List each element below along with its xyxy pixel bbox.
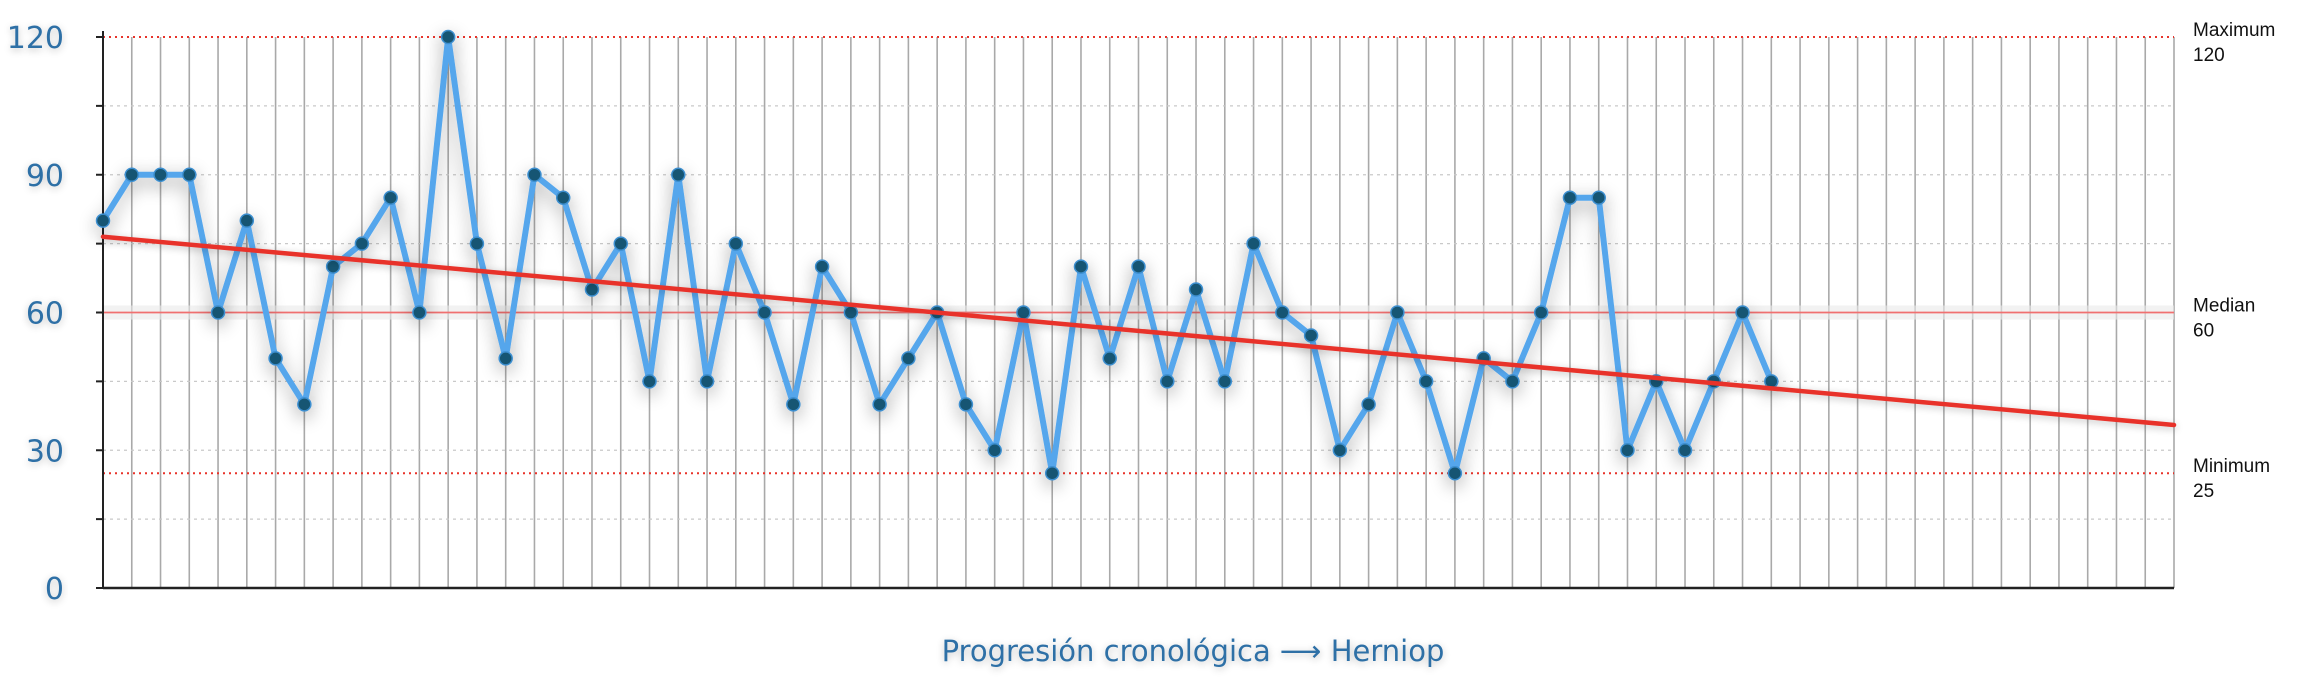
data-point (1361, 397, 1376, 412)
y-tick-label: 60 (26, 297, 64, 332)
data-point (498, 351, 513, 366)
reference-value: 25 (2193, 481, 2214, 502)
data-point (153, 167, 168, 182)
y-tick-label: 90 (26, 159, 64, 194)
data-point (613, 236, 628, 251)
data-point (383, 190, 398, 205)
reference-label: Maximum (2193, 20, 2275, 41)
data-point (584, 282, 600, 297)
data-point (182, 167, 197, 182)
data-point (1620, 443, 1635, 458)
data-point (1044, 465, 1060, 481)
data-point (210, 305, 226, 320)
data-point (1591, 190, 1606, 205)
data-point (843, 305, 859, 320)
data-point (987, 443, 1002, 458)
data-point (786, 397, 801, 412)
data-point (1447, 465, 1463, 481)
reference-lines (103, 36, 2174, 475)
x-axis-label: Progresión cronológica ⟶ Herniop (942, 634, 1445, 668)
data-point (1102, 351, 1117, 366)
data-point (1533, 305, 1549, 320)
data-point (325, 259, 341, 274)
series-layer (95, 29, 1779, 481)
data-point (642, 374, 657, 389)
data-point (124, 167, 140, 182)
data-point (555, 190, 571, 205)
reference-label: Median (2193, 296, 2255, 317)
data-point (1303, 328, 1319, 343)
data-point (1016, 305, 1031, 320)
reference-label: Minimum (2193, 456, 2270, 477)
reference-value: 60 (2193, 321, 2214, 342)
data-point (297, 397, 312, 412)
data-point (958, 397, 974, 412)
data-point (1562, 190, 1578, 205)
axes (96, 31, 2174, 590)
data-point (1332, 443, 1348, 458)
data-point (872, 397, 887, 412)
data-point (1131, 259, 1146, 274)
y-tick-label: 0 (45, 572, 64, 607)
reference-value: 120 (2193, 45, 2225, 66)
data-point (1188, 282, 1204, 297)
data-point (671, 167, 686, 182)
data-point (1275, 305, 1290, 320)
y-tick-label: 30 (26, 434, 64, 469)
y-tick-label: 120 (7, 21, 64, 56)
data-point (901, 351, 916, 366)
data-point (412, 305, 427, 320)
data-point (699, 374, 715, 389)
trend-layer (100, 234, 2177, 428)
data-point (1073, 259, 1089, 274)
data-point (268, 351, 283, 366)
data-point (1246, 236, 1261, 251)
data-point (757, 305, 772, 320)
data-point (239, 213, 255, 228)
data-point (1505, 374, 1520, 389)
data-point (354, 236, 370, 251)
data-point (1735, 305, 1750, 320)
data-point (469, 236, 485, 251)
data-point (1217, 374, 1233, 389)
data-point (1160, 374, 1175, 389)
data-point (527, 167, 542, 182)
data-point (95, 213, 111, 228)
data-point (1390, 305, 1405, 320)
data-point (728, 236, 744, 251)
data-point (1418, 374, 1434, 389)
data-point (1677, 443, 1693, 458)
data-point (440, 29, 456, 45)
data-point (814, 259, 830, 274)
labels: Maximum 120 Median 60 Minimum 25 0 30 60 90 120 (7, 20, 2276, 607)
trend-line (100, 234, 2177, 428)
